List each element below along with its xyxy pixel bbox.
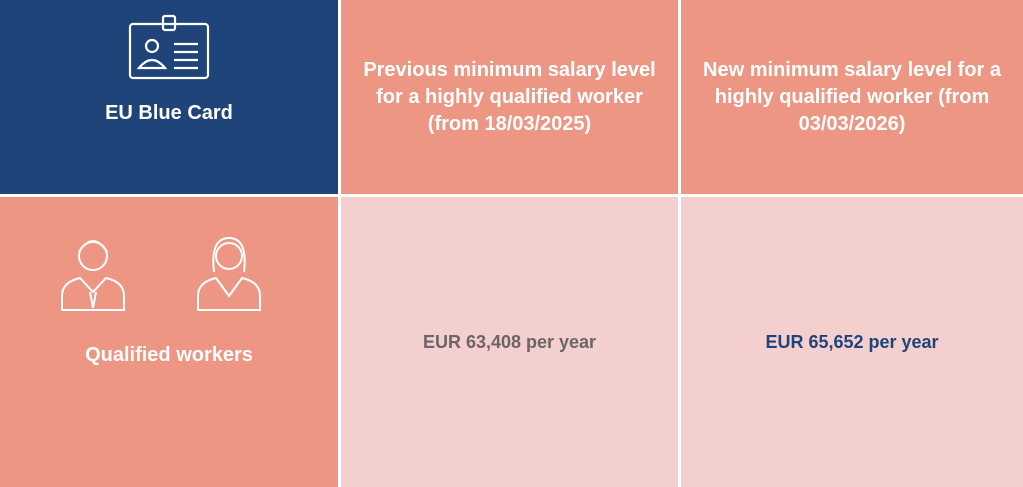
header-cell: New minimum salary level for a highly qu… xyxy=(681,0,1023,194)
header-cell xyxy=(0,0,338,194)
row-header-cell xyxy=(0,197,338,487)
worker-icons xyxy=(61,236,261,311)
id-card-icon xyxy=(128,14,210,80)
row-header: Qualified workers xyxy=(85,343,253,366)
salary-previous: EUR 63,408 per year xyxy=(341,197,678,487)
salary-new: EUR 65,652 per year xyxy=(681,197,1023,487)
header-label: EU Blue Card xyxy=(105,101,233,124)
header-cell: Previous minimum salary level for a high… xyxy=(341,0,678,194)
